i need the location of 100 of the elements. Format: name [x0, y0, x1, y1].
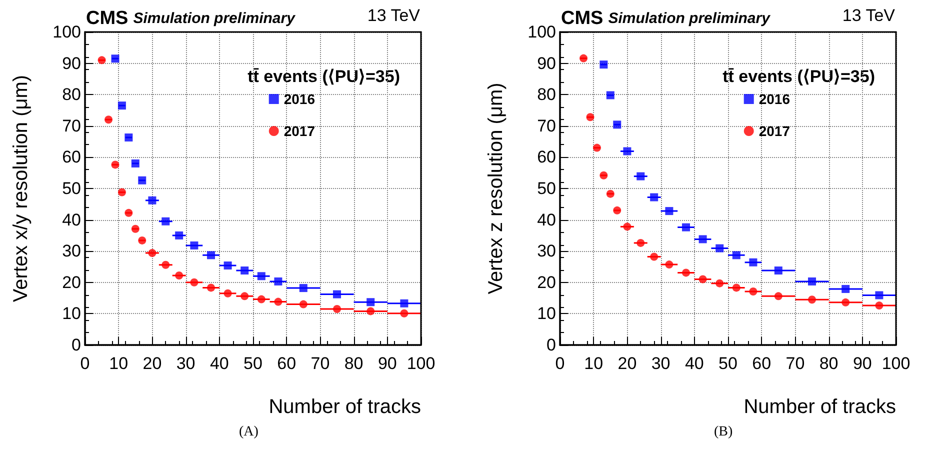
point: [665, 207, 674, 216]
x-axis-title: Number of tracks: [744, 396, 896, 418]
point: [118, 102, 126, 110]
point: [111, 54, 120, 63]
legend-label: 2016: [284, 91, 316, 107]
x-tick-label: 10: [584, 354, 604, 373]
point: [162, 260, 170, 269]
x-tick-label: 90: [378, 354, 397, 373]
point: [732, 284, 740, 292]
point: [299, 284, 308, 292]
point: [207, 251, 215, 260]
x-tick-label: 100: [406, 354, 436, 373]
y-tick-label: 60: [62, 148, 81, 167]
point: [240, 292, 249, 300]
point: [131, 159, 140, 168]
y-tick-label: 20: [62, 272, 81, 292]
x-tick-label: 50: [718, 354, 738, 373]
x-tick-label: 80: [344, 354, 364, 373]
point: [224, 289, 232, 298]
point: [623, 222, 632, 231]
point: [600, 60, 608, 69]
point: [190, 278, 198, 286]
point: [774, 266, 782, 275]
y-tick-label: 30: [62, 242, 81, 261]
point: [138, 236, 146, 244]
point: [613, 206, 622, 214]
point: [682, 223, 690, 232]
point: [400, 309, 408, 318]
point: [842, 298, 850, 306]
point: [257, 295, 266, 304]
text: 13 TeV: [367, 6, 421, 25]
x-tick-label: 10: [109, 354, 128, 373]
point: [650, 252, 658, 261]
point: [162, 217, 170, 226]
point: [606, 190, 614, 198]
chart-subtitle: Simulation preliminary: [133, 10, 296, 27]
point: [665, 260, 674, 269]
chart-title: CMS: [86, 8, 128, 29]
point: [808, 296, 816, 304]
point: [875, 291, 884, 300]
point: [299, 300, 308, 308]
point: [650, 193, 658, 202]
point: [333, 305, 341, 314]
x-tick-label: 70: [310, 354, 330, 373]
point: [124, 133, 133, 142]
point: [842, 284, 850, 293]
x-tick-label: 90: [852, 354, 872, 373]
point: [716, 244, 724, 252]
chart-subtitle: Simulation preliminary: [608, 10, 771, 27]
text: (B): [714, 424, 733, 440]
point: [257, 272, 266, 280]
point: [175, 231, 184, 240]
text: (A): [239, 424, 259, 440]
x-tick-label: 30: [651, 354, 670, 373]
point: [682, 268, 690, 277]
point: [698, 275, 707, 284]
point: [148, 248, 156, 257]
legend-label: 2017: [758, 123, 790, 139]
point: [366, 298, 375, 306]
y-tick-label: 10: [537, 304, 556, 324]
point: [240, 266, 249, 275]
point: [875, 302, 884, 310]
text: 13 TeV: [842, 6, 896, 25]
point: [698, 235, 707, 244]
point: [613, 120, 622, 129]
y-tick-label: 70: [537, 116, 556, 136]
y-tick-label: 80: [537, 85, 556, 104]
point: [749, 287, 758, 296]
legend-label: 2016: [758, 91, 790, 107]
x-tick-label: 100: [882, 354, 910, 373]
point: [274, 277, 282, 286]
point: [175, 272, 184, 280]
x-tick-label: 60: [277, 354, 296, 373]
x-tick-label: 80: [819, 354, 838, 373]
y-axis-title: Vertex z resolution (μm): [485, 82, 507, 294]
point: [118, 188, 126, 196]
point: [111, 160, 120, 169]
x-tick-label: 40: [684, 354, 704, 373]
y-axis-title: Vertex x/y resolution (μm): [10, 74, 32, 302]
point: [636, 238, 645, 247]
point: [749, 258, 758, 266]
y-tick-label: 70: [62, 116, 81, 136]
annotation: tt̄ events (⟨PU⟩=35): [248, 67, 400, 86]
point: [580, 54, 588, 62]
y-tick-label: 20: [537, 272, 556, 292]
x-tick-label: 20: [618, 354, 637, 373]
x-tick-label: 20: [142, 354, 162, 373]
point: [104, 116, 113, 124]
point: [808, 277, 816, 286]
y-tick-label: 10: [62, 304, 81, 324]
y-tick-label: 50: [62, 179, 81, 198]
point: [333, 290, 341, 298]
y-tick-label: 100: [52, 22, 81, 42]
point: [207, 284, 215, 292]
y-tick-label: 60: [537, 148, 556, 167]
point: [366, 307, 375, 316]
chart-title: CMS: [561, 8, 604, 29]
y-tick-label: 0: [72, 336, 81, 354]
point: [636, 172, 645, 180]
x-tick-label: 60: [752, 354, 772, 373]
